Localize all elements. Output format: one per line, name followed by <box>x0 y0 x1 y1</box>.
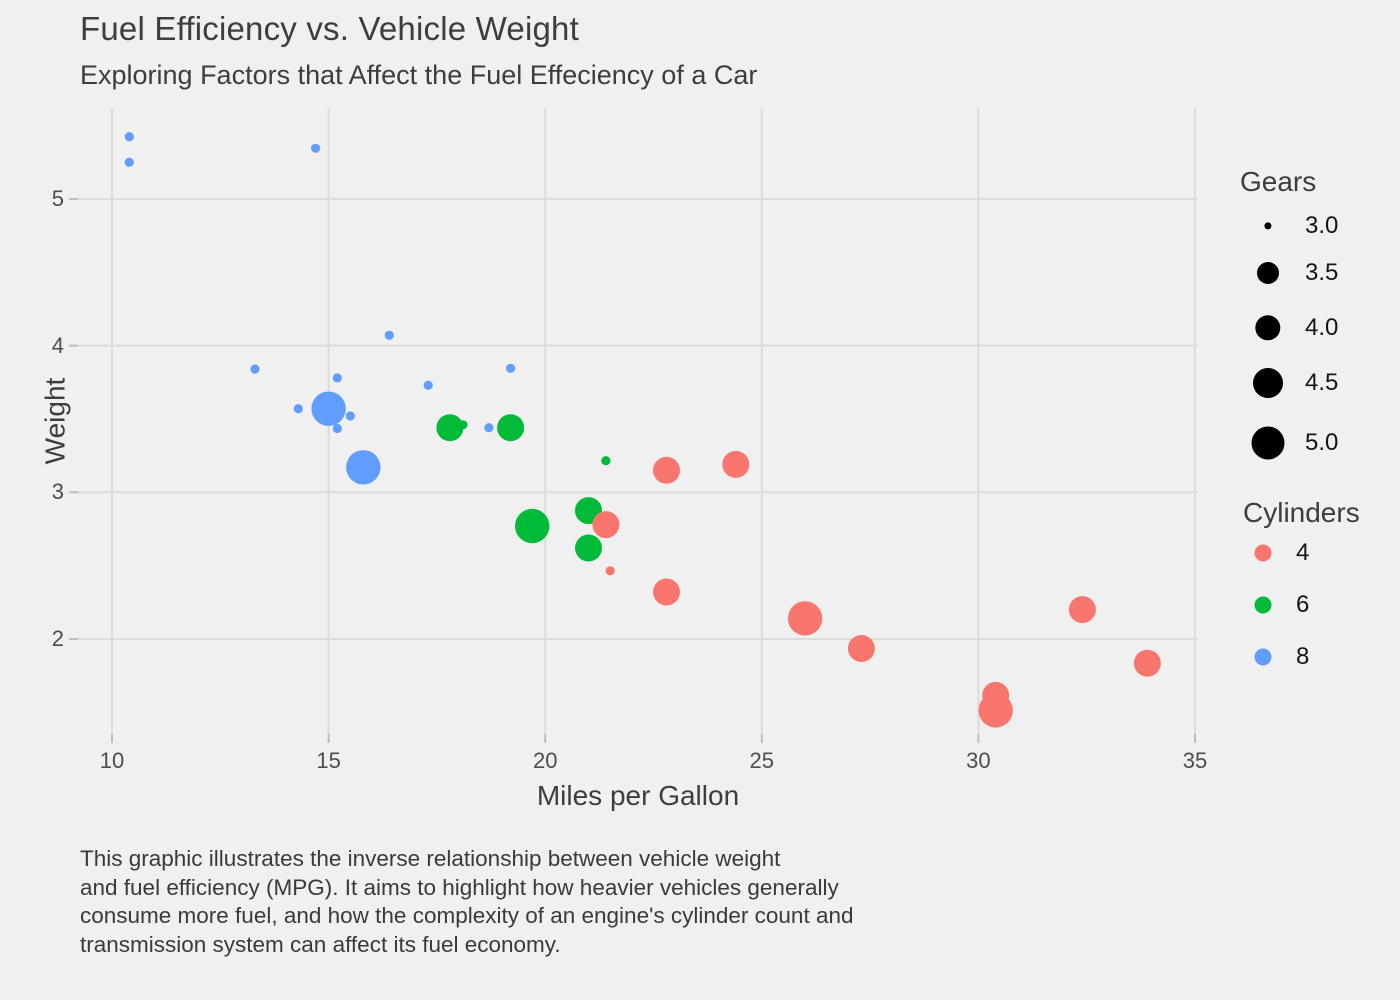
cylinders-legend-label: 4 <box>1296 539 1310 566</box>
data-point <box>575 534 602 562</box>
data-point <box>311 143 321 153</box>
gears-legend-label: 4.5 <box>1305 369 1339 396</box>
data-point <box>250 364 260 374</box>
cylinders-legend-label: 6 <box>1296 591 1310 618</box>
x-tick-label: 35 <box>1182 748 1208 773</box>
data-point <box>484 423 494 433</box>
gears-legend-label: 3.0 <box>1305 212 1339 239</box>
gears-legend-label: 5.0 <box>1305 429 1339 456</box>
x-tick-label: 25 <box>749 748 775 773</box>
gears-legend-swatch-icon <box>1251 426 1285 460</box>
data-point <box>332 423 342 434</box>
data-point <box>346 450 381 485</box>
data-point <box>653 456 680 484</box>
cylinders-legend-label: 8 <box>1296 643 1310 670</box>
cylinders-legend-swatch-icon <box>1254 544 1272 562</box>
data-point <box>332 373 342 383</box>
data-point <box>311 391 346 426</box>
cylinders-legend-swatch-icon <box>1254 648 1272 666</box>
data-point <box>124 157 134 167</box>
data-point <box>497 414 525 442</box>
gears-legend-label: 4.0 <box>1305 314 1339 341</box>
x-tick-label: 10 <box>99 748 125 773</box>
data-point <box>423 380 433 390</box>
data-point <box>601 456 611 466</box>
x-tick-label: 20 <box>532 748 558 773</box>
data-point <box>515 508 550 544</box>
cylinders-legend-swatch-icon <box>1254 596 1272 614</box>
data-point <box>978 693 1013 728</box>
legend-gears-title: Gears <box>1240 166 1317 197</box>
gears-legend-swatch-icon <box>1257 262 1279 284</box>
data-point <box>605 566 615 576</box>
gears-legend-swatch-icon <box>1264 222 1272 230</box>
y-tick-label: 5 <box>51 185 64 211</box>
data-point <box>722 450 750 478</box>
data-point <box>653 578 680 606</box>
data-point <box>345 411 355 421</box>
chart-subtitle: Exploring Factors that Affect the Fuel E… <box>80 60 758 90</box>
legend-cylinders-title: Cylinders <box>1243 497 1360 528</box>
y-tick-label: 4 <box>51 332 64 358</box>
data-point <box>1133 649 1161 677</box>
data-point <box>1068 596 1096 624</box>
y-axis-title: Weight <box>39 377 71 465</box>
x-axis-title: Miles per Gallon <box>536 780 740 811</box>
data-point <box>293 404 303 414</box>
data-point <box>592 511 620 539</box>
x-tick-label: 30 <box>966 748 991 773</box>
gears-legend-swatch-icon <box>1255 315 1281 341</box>
data-point <box>436 414 464 442</box>
data-point <box>506 363 516 373</box>
y-tick-label: 3 <box>51 479 64 505</box>
data-point <box>847 635 875 662</box>
chart-title: Fuel Efficiency vs. Vehicle Weight <box>80 10 579 47</box>
data-point <box>124 132 134 142</box>
data-point <box>787 601 823 636</box>
data-point <box>384 330 394 340</box>
caption: This graphic illustrates the inverse rel… <box>80 846 854 957</box>
gears-legend-swatch-icon <box>1253 368 1283 398</box>
y-tick-label: 2 <box>51 625 64 651</box>
gears-legend-label: 3.5 <box>1305 259 1339 286</box>
x-tick-label: 15 <box>316 748 341 773</box>
